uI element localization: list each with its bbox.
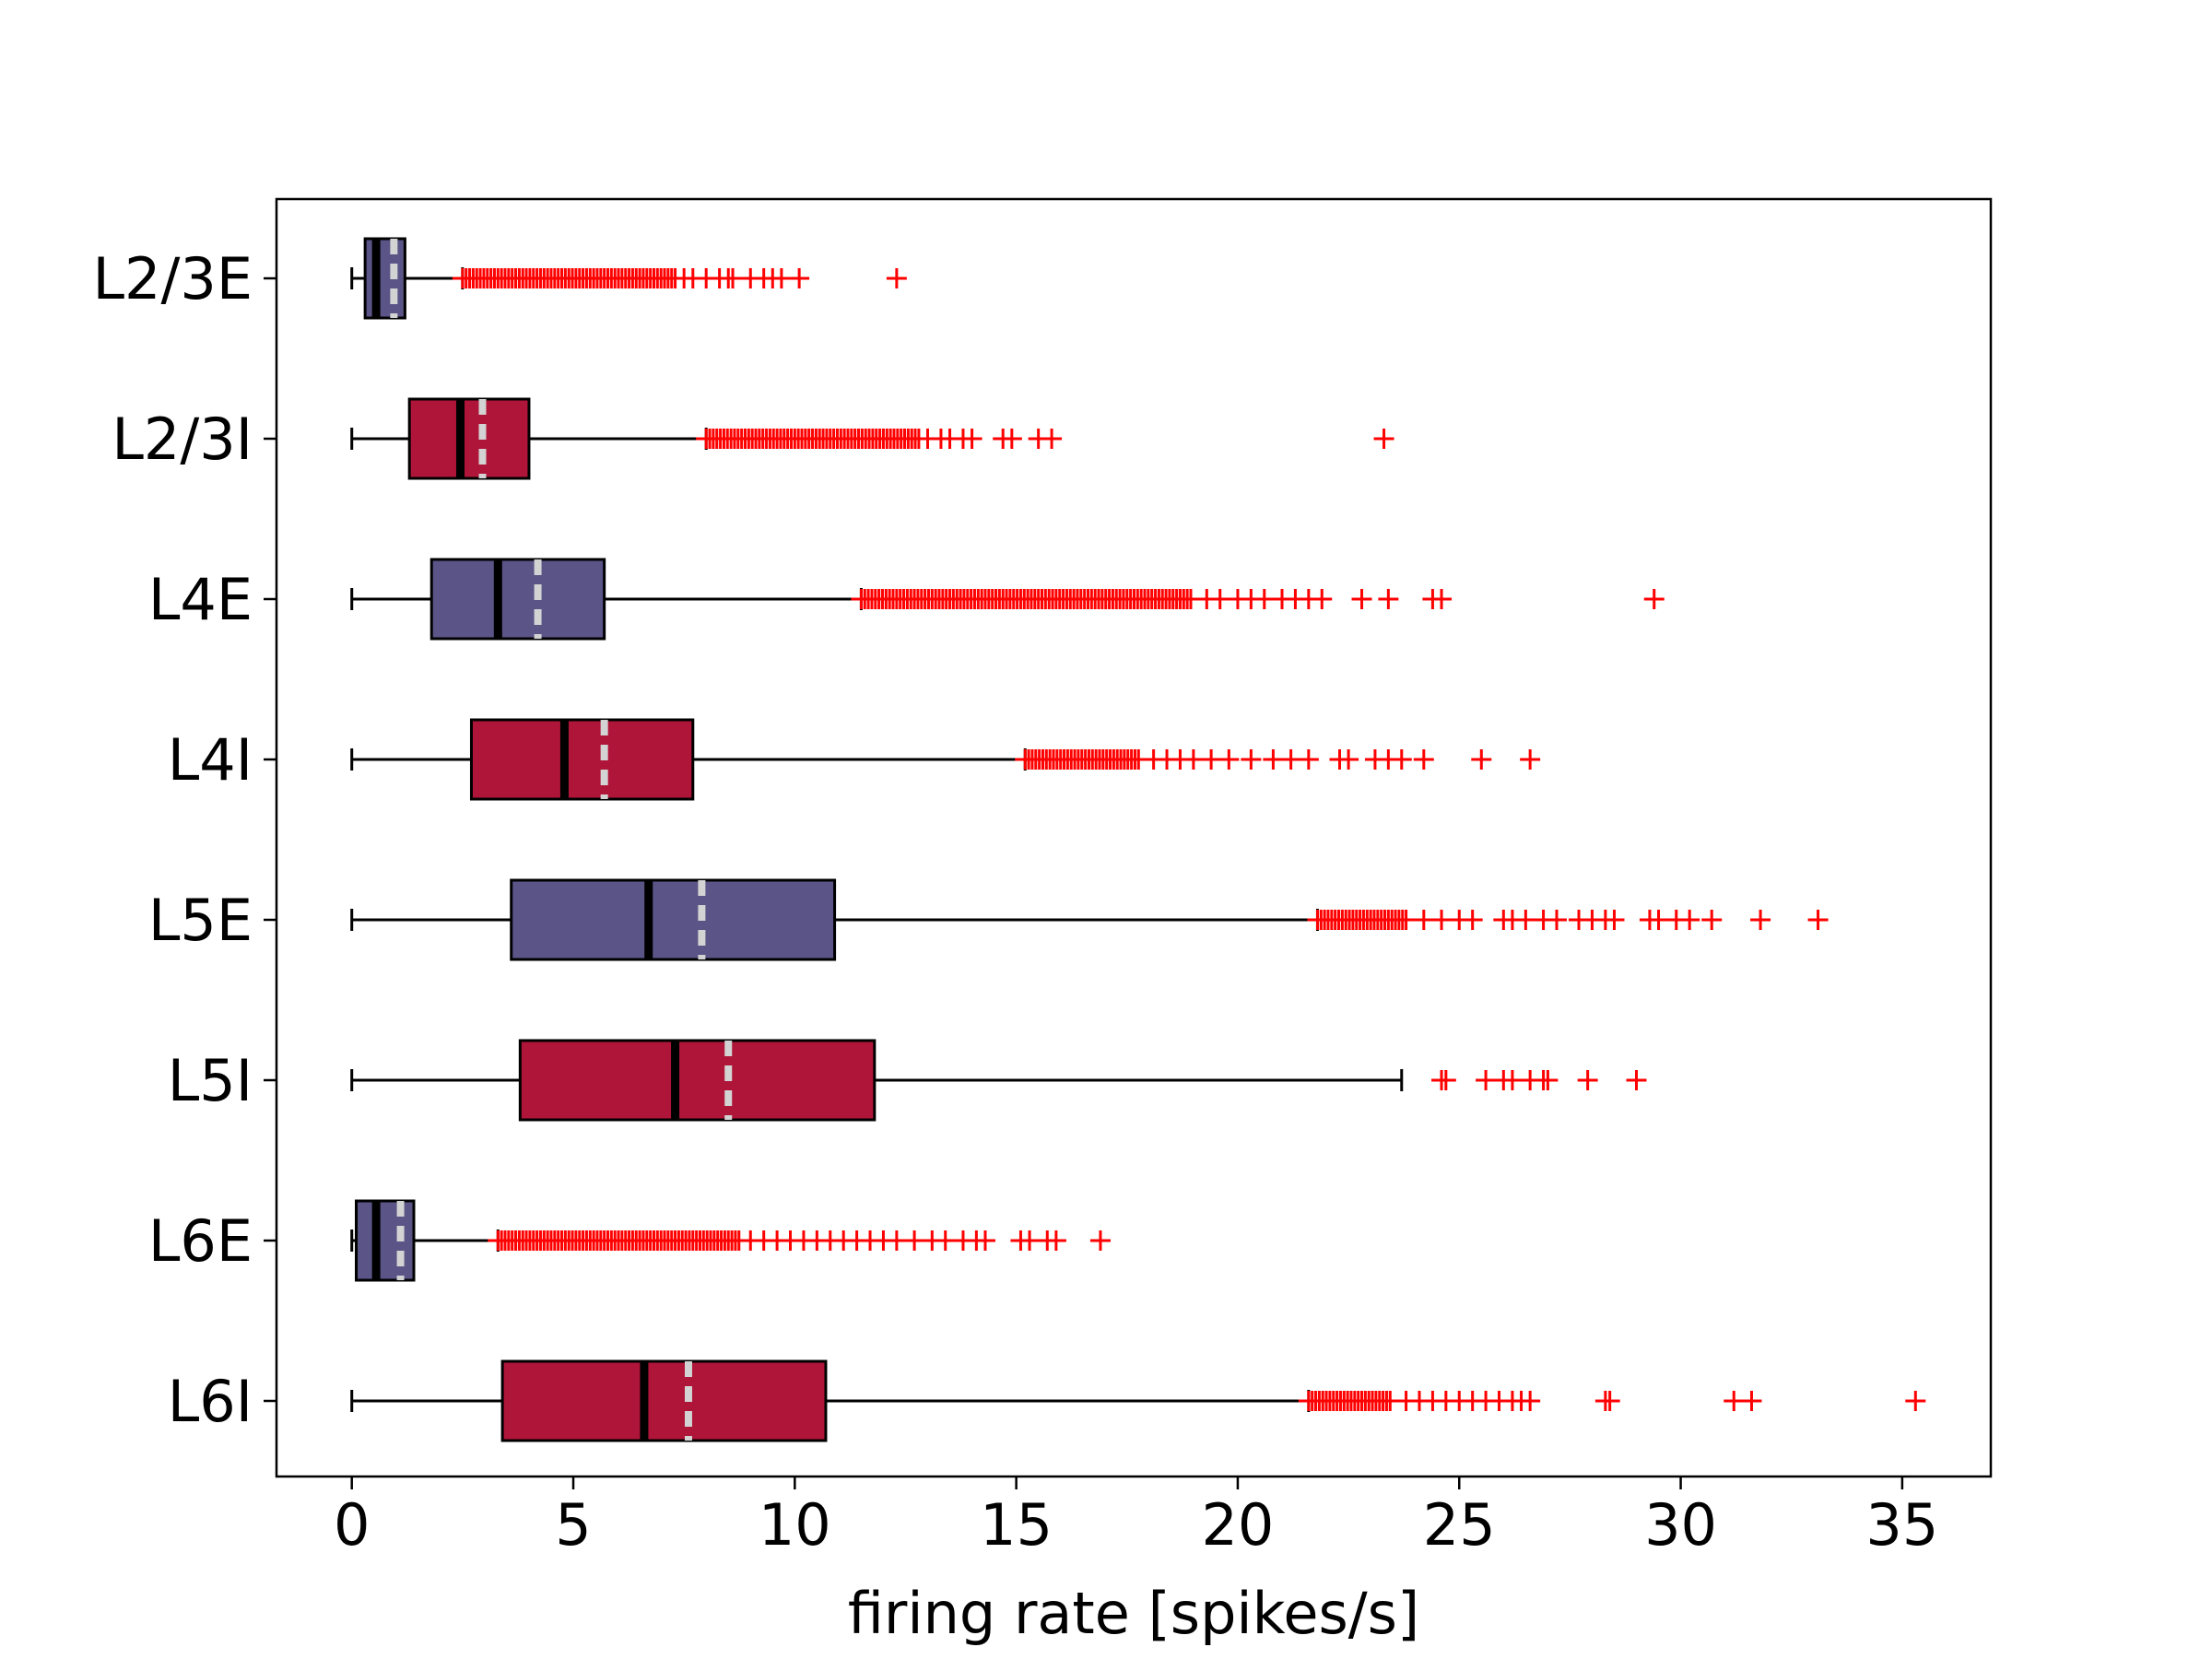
outlier-marker: [1338, 749, 1359, 770]
y-tick-label: L4I: [168, 726, 253, 794]
iqr-box: [355, 1199, 416, 1282]
outlier-marker: [1679, 910, 1700, 930]
x-tick-label: 10: [759, 1491, 831, 1559]
outlier-marker: [1413, 749, 1434, 770]
outlier-marker: [1253, 589, 1275, 609]
outlier-marker: [1476, 1070, 1497, 1090]
outlier-marker: [1431, 910, 1453, 930]
outlier-marker: [1280, 749, 1301, 770]
outlier-marker: [1019, 1230, 1041, 1251]
outlier-marker: [1209, 589, 1230, 609]
outlier-marker: [1741, 1391, 1762, 1411]
box-group-l2-3i: [350, 397, 1394, 480]
outlier-marker: [1218, 749, 1240, 770]
box-group-l2-3e: [350, 237, 907, 320]
outlier-marker: [1413, 910, 1434, 930]
y-tick-label: L4E: [148, 566, 253, 633]
outlier-marker: [1312, 589, 1333, 609]
outlier-marker: [1378, 589, 1399, 609]
outlier-marker: [1391, 749, 1412, 770]
outlier-marker: [1241, 749, 1262, 770]
outlier-marker: [1537, 1070, 1559, 1090]
outlier-marker: [789, 268, 810, 288]
outlier-marker: [886, 268, 907, 288]
outlier-marker: [1001, 429, 1022, 449]
y-tick-label: L6E: [148, 1207, 253, 1275]
x-tick-label: 20: [1201, 1491, 1274, 1559]
box-group-l6e: [350, 1199, 1111, 1282]
y-tick-label: L6I: [168, 1368, 253, 1435]
axis-layer: L2/3E L2/3I L4E L4I L5E L5I L6E L6I 0 5 10 15 20 25 30…: [93, 245, 1939, 1559]
iqr-box: [518, 1039, 877, 1122]
outlier-marker: [1643, 589, 1665, 609]
outlier-marker: [1462, 910, 1483, 930]
outlier-marker: [1501, 1070, 1523, 1090]
outlier-marker: [1471, 749, 1492, 770]
outlier-marker: [1750, 910, 1771, 930]
outlier-marker: [1546, 910, 1567, 930]
x-axis-label: firing rate [spikes/s]: [848, 1580, 1419, 1647]
outlier-marker: [886, 1230, 907, 1251]
y-tick-label: L5I: [168, 1047, 253, 1114]
x-tick-label: 25: [1423, 1491, 1496, 1559]
outlier-marker: [1201, 749, 1222, 770]
box-group-l4i: [350, 718, 1541, 801]
box-group-l6i: [350, 1359, 1926, 1442]
box-group-l5e: [350, 878, 1829, 961]
x-tick-label: 35: [1865, 1491, 1938, 1559]
outlier-marker: [723, 268, 744, 288]
outlier-marker: [1431, 589, 1453, 609]
outlier-marker: [935, 1230, 956, 1251]
x-tick-label: 5: [555, 1491, 591, 1559]
outlier-marker: [974, 1230, 995, 1251]
outlier-marker: [1298, 749, 1319, 770]
outlier-marker: [1373, 429, 1394, 449]
outlier-marker: [1435, 1070, 1456, 1090]
outlier-marker: [1351, 589, 1372, 609]
x-tick-label: 30: [1644, 1491, 1717, 1559]
x-tick-label: 15: [980, 1491, 1053, 1559]
outlier-marker: [1648, 910, 1669, 930]
outlier-marker: [1577, 1070, 1598, 1090]
y-tick-label: L2/3E: [93, 245, 253, 312]
outlier-marker: [1182, 749, 1204, 770]
box-group-l4e: [350, 558, 1665, 641]
outlier-marker: [1395, 910, 1417, 930]
outlier-marker: [1905, 1391, 1926, 1411]
iqr-box: [469, 718, 695, 801]
outlier-marker: [1520, 749, 1541, 770]
iqr-box: [407, 397, 531, 480]
x-tick-label: 0: [334, 1491, 370, 1559]
outlier-marker: [1263, 749, 1284, 770]
iqr-box: [500, 1359, 828, 1442]
outlier-marker: [1701, 910, 1723, 930]
outlier-marker: [1089, 1230, 1111, 1251]
outlier-marker: [1515, 910, 1536, 930]
outlier-marker: [1599, 1391, 1620, 1411]
y-tick-label: L2/3I: [112, 406, 253, 473]
plot-marks: [350, 237, 1926, 1442]
iqr-box: [429, 558, 606, 641]
outlier-marker: [1807, 910, 1829, 930]
outlier-marker: [771, 268, 792, 288]
outlier-marker: [961, 429, 982, 449]
outlier-marker: [904, 1230, 925, 1251]
axes-frame: [275, 197, 1993, 1478]
iqr-box: [363, 237, 406, 320]
outlier-marker: [1041, 429, 1063, 449]
box-group-l5i: [350, 1039, 1647, 1122]
y-tick-label: L5E: [148, 887, 253, 954]
outlier-marker: [1045, 1230, 1066, 1251]
iqr-box: [510, 878, 837, 961]
outlier-marker: [1724, 1391, 1745, 1411]
outlier-marker: [1520, 1391, 1541, 1411]
outlier-marker: [1604, 910, 1625, 930]
outlier-marker: [1626, 1070, 1647, 1090]
